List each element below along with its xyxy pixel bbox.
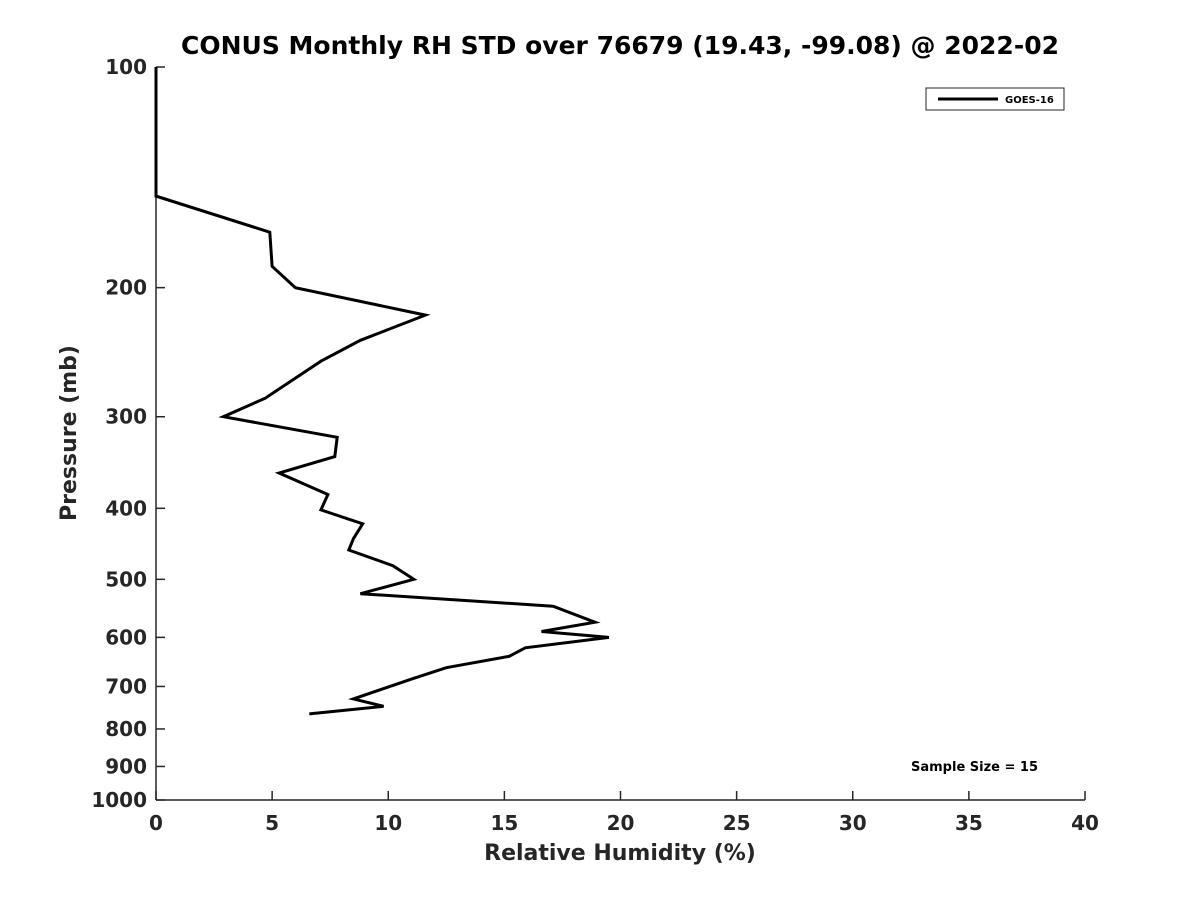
- y-tick-label: 1000: [91, 788, 147, 812]
- sample-size-annotation: Sample Size = 15: [911, 760, 1038, 775]
- y-tick-label: 900: [105, 754, 147, 778]
- y-tick-label: 600: [105, 625, 147, 649]
- y-tick-label: 200: [105, 276, 147, 300]
- chart-title: CONUS Monthly RH STD over 76679 (19.43, …: [181, 31, 1059, 60]
- x-tick-label: 20: [607, 811, 635, 835]
- x-tick-label: 30: [839, 811, 867, 835]
- x-tick-label: 40: [1071, 811, 1099, 835]
- series-line-goes-16: [154, 67, 610, 716]
- x-tick-label: 35: [955, 811, 983, 835]
- y-tick-label: 700: [105, 674, 147, 698]
- x-tick-label: 15: [490, 811, 518, 835]
- x-tick-label: 0: [149, 811, 163, 835]
- y-tick-label: 500: [105, 567, 147, 591]
- series-layer: [154, 67, 610, 716]
- plot-area: 0 5 10 15 20 25 30 35 40 100 200 300 400 500 600 700 80…: [91, 55, 1099, 835]
- x-tick-label: 5: [265, 811, 279, 835]
- legend-label-goes-16: GOES-16: [1005, 95, 1054, 106]
- x-tick-label: 10: [374, 811, 402, 835]
- x-tick-label: 25: [723, 811, 751, 835]
- y-tick-label: 300: [105, 405, 147, 429]
- y-axis-label: Pressure (mb): [57, 345, 82, 521]
- y-tick-label: 100: [105, 55, 147, 79]
- y-tick-label: 800: [105, 717, 147, 741]
- y-axis-ticks: 100 200 300 400 500 600 700 800 900 1000: [91, 55, 165, 812]
- legend: GOES-16: [925, 87, 1065, 111]
- x-axis-ticks: 0 5 10 15 20 25 30 35 40: [149, 791, 1099, 835]
- y-tick-label: 400: [105, 496, 147, 520]
- x-axis-label: Relative Humidity (%): [484, 841, 756, 866]
